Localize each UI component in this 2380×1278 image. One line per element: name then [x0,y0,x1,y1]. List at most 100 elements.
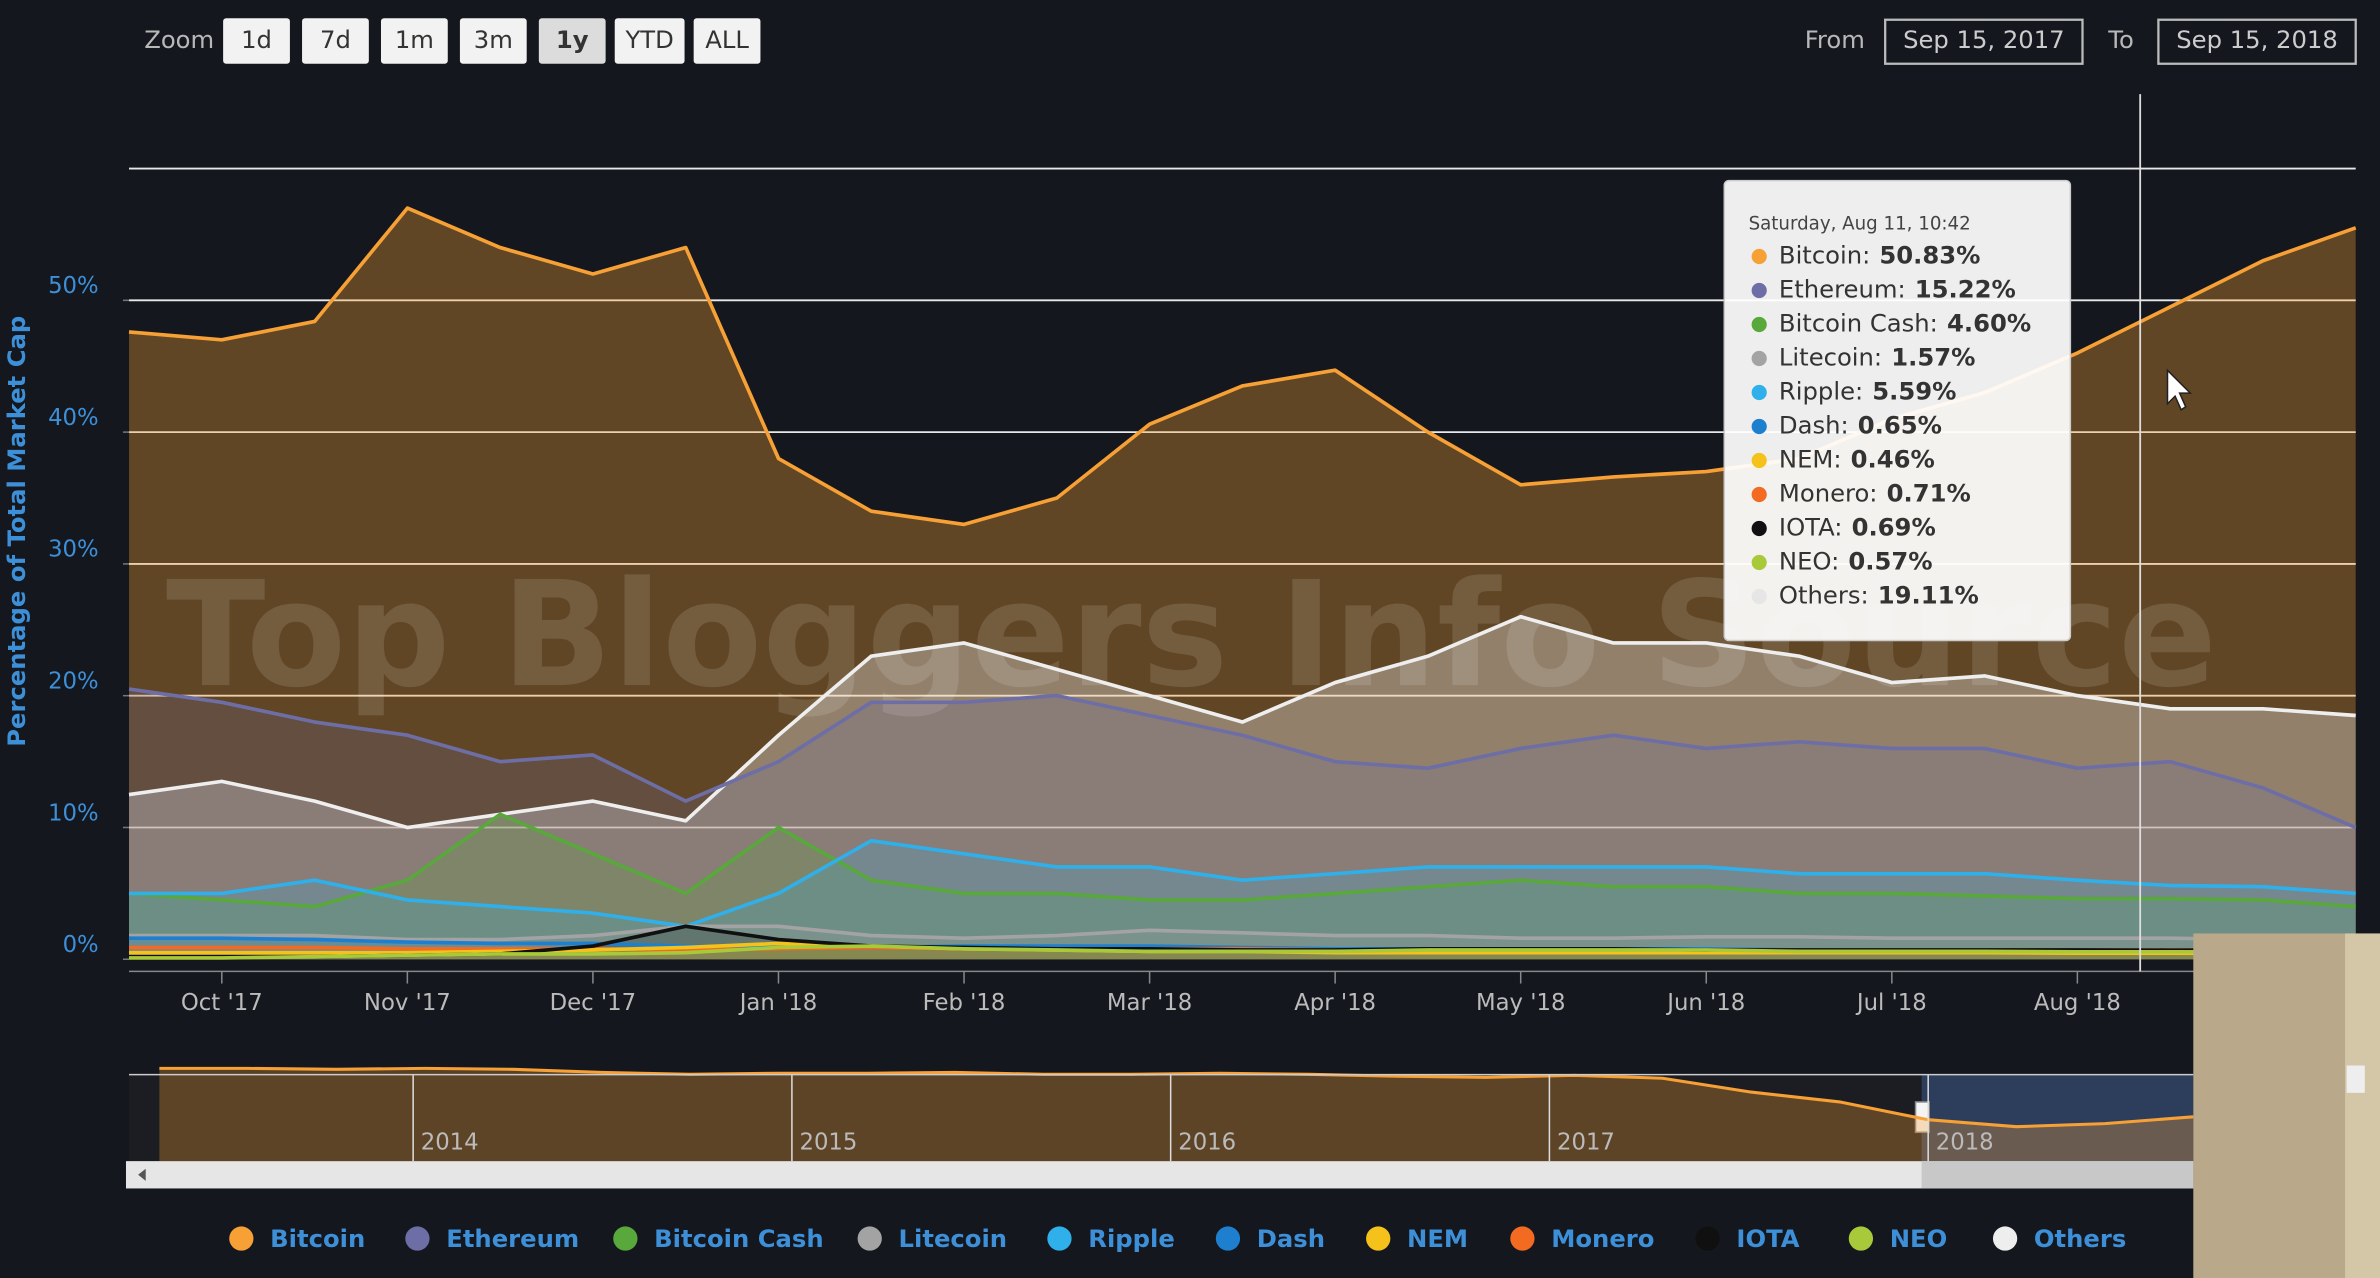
tooltip-value: 5.59% [1872,377,1956,406]
scrollbar-track[interactable] [125,1161,2194,1189]
zoom-button-label[interactable]: 7d [320,25,351,54]
y-axis-title: Percentage of Total Market Cap [2,316,31,747]
y-tick-label: 10% [48,800,99,826]
from-date[interactable]: Sep 15, 2017 [1903,25,2065,54]
scrollbar-thumb[interactable] [1921,1161,2194,1189]
tooltip-name: Litecoin: [1779,343,1882,372]
legend-item[interactable]: Dash [1215,1224,1325,1253]
legend-item[interactable]: Litecoin [857,1224,1008,1253]
tooltip-value: 19.11% [1878,581,1979,610]
zoom-button-label[interactable]: 1y [556,25,589,54]
legend-item[interactable]: NEO [1848,1224,1948,1253]
video-overlay-wall [2345,933,2380,1278]
x-tick-label: Mar '18 [1107,990,1192,1016]
tooltip-name: Dash: [1779,411,1849,440]
tooltip-entry: IOTA: 0.69% [1779,513,1936,542]
legend-label[interactable]: Bitcoin [270,1224,365,1253]
legend-item[interactable]: Ethereum [405,1224,579,1253]
tooltip-name: NEM: [1779,445,1842,474]
navigator-label: 2016 [1178,1129,1236,1155]
legend-label[interactable]: IOTA [1736,1224,1799,1253]
legend-label[interactable]: NEM [1407,1224,1468,1253]
legend-label[interactable]: Ripple [1088,1224,1175,1253]
legend-label[interactable]: Bitcoin Cash [654,1224,823,1253]
tooltip-value: 0.71% [1887,479,1971,508]
zoom-button[interactable]: 7d [302,18,369,64]
zoom-button[interactable]: 1m [380,18,448,64]
zoom-button-label[interactable]: 1m [395,25,434,54]
legend-item[interactable]: IOTA [1695,1224,1800,1253]
from-input[interactable]: Sep 15, 2017 [1884,18,2084,65]
tooltip-name: Monero: [1779,479,1878,508]
legend-item[interactable]: Others [1992,1224,2126,1253]
series-line [128,687,2357,830]
legend-marker [1047,1226,1072,1251]
legend-label[interactable]: Monero [1551,1224,1654,1253]
to-date[interactable]: Sep 15, 2018 [2176,25,2338,54]
legend-item[interactable]: Bitcoin Cash [613,1224,824,1253]
zoom-button[interactable]: 3m [459,18,527,64]
navigator-selection[interactable] [1921,1074,2194,1162]
tooltip-marker [1751,588,1767,605]
tooltip-name: Ripple: [1779,377,1863,406]
tooltip-value: 0.65% [1858,411,1942,440]
tooltip-entry: Ripple: 5.59% [1779,377,1957,406]
tooltip-marker [1751,384,1767,401]
zoom-button-label[interactable]: YTD [624,25,673,54]
legend-marker [613,1226,638,1251]
series-line [129,838,2356,929]
legend-item[interactable]: NEM [1366,1224,1468,1253]
tooltip-value: 0.69% [1852,513,1936,542]
tooltip-name: Ethereum: [1779,275,1906,304]
tooltip-name: Bitcoin Cash: [1779,309,1938,338]
to-input[interactable]: Sep 15, 2018 [2157,18,2357,65]
zoom-button[interactable]: YTD [614,18,685,64]
tooltip-name: NEO: [1779,547,1839,576]
x-tick-label: Feb '18 [923,990,1006,1016]
tooltip-marker [1751,316,1767,333]
legend-item[interactable]: Ripple [1047,1224,1175,1253]
legend-item[interactable]: Monero [1510,1224,1654,1253]
x-tick-label: Jun '18 [1665,990,1745,1016]
zoom-button-label[interactable]: 3m [474,25,513,54]
zoom-button[interactable]: 1d [223,18,290,64]
legend-label[interactable]: Others [2034,1224,2126,1253]
tooltip-name: Bitcoin: [1779,241,1870,270]
legend-marker [229,1226,254,1251]
y-tick-label: 0% [63,932,99,958]
tooltip-marker [1751,452,1767,469]
tooltip-value: 0.57% [1848,547,1932,576]
from-label: From [1805,25,1865,54]
tooltip-value: 15.22% [1915,275,2016,304]
y-tick-label: 20% [48,669,99,695]
x-tick-label: Nov '17 [364,990,451,1016]
to-label: To [2107,25,2134,54]
tooltip-entry: Monero: 0.71% [1779,479,1971,508]
tooltip-entry: Others: 19.11% [1779,581,1979,610]
legend-item[interactable]: Bitcoin [229,1224,365,1253]
tooltip-marker [1751,520,1767,537]
zoom-button-label[interactable]: 1d [241,25,272,54]
zoom-button[interactable]: ALL [693,18,761,64]
scroll-arrow[interactable] [138,1168,146,1181]
zoom-button[interactable]: 1y [538,18,606,64]
tooltip-name: IOTA: [1779,513,1843,542]
legend-marker [1992,1226,2018,1251]
legend-label[interactable]: Dash [1257,1224,1325,1253]
legend-label[interactable]: Litecoin [899,1224,1008,1253]
x-tick-label: Apr '18 [1294,990,1376,1016]
legend-label[interactable]: NEO [1890,1224,1948,1253]
tooltip-value: 0.46% [1851,445,1935,474]
tooltip-value: 50.83% [1879,241,1980,270]
tooltip-marker [1751,282,1767,299]
navigator-background [129,1074,2194,1162]
tooltip-marker [1751,248,1767,265]
tooltip-date: Saturday, Aug 11, 10:42 [1749,214,1971,235]
y-tick-label: 40% [48,405,99,431]
zoom-button-label[interactable]: ALL [705,25,749,54]
tooltip-entry: Bitcoin Cash: 4.60% [1779,309,2031,338]
x-tick-label: Jan '18 [738,990,818,1016]
series-line [129,944,2356,960]
legend-label[interactable]: Ethereum [446,1224,579,1253]
